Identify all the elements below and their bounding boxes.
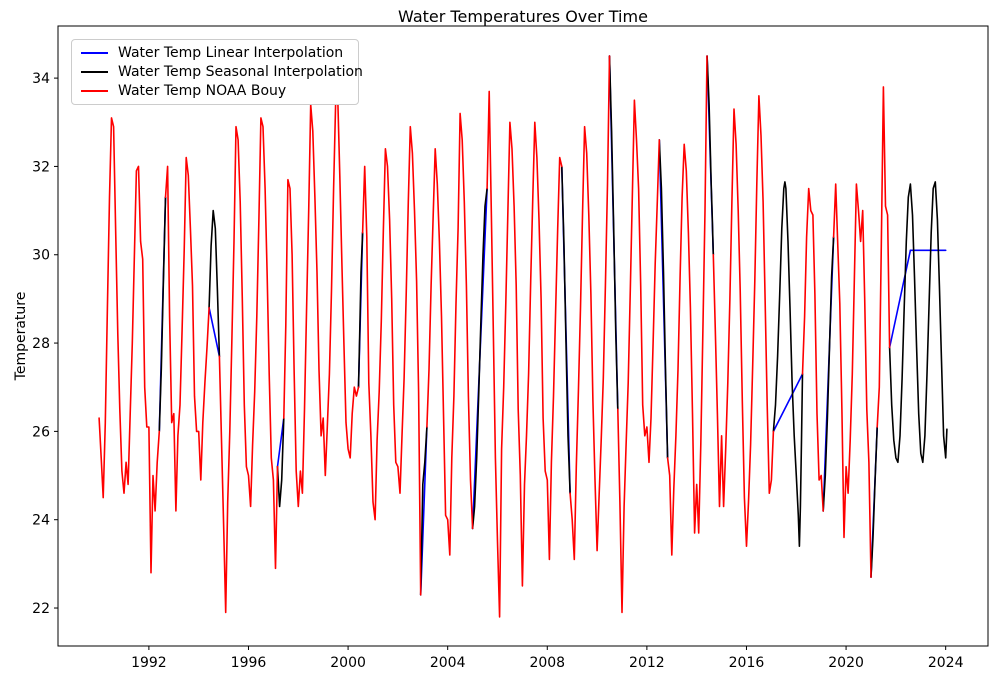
svg-text:32: 32 <box>32 159 50 175</box>
legend-label: Water Temp Linear Interpolation <box>118 45 344 62</box>
svg-text:26: 26 <box>32 424 50 440</box>
legend-label: Water Temp Seasonal Interpolation <box>118 63 363 80</box>
legend-item-seasonal-interpolation: Water Temp Seasonal Interpolation <box>72 64 363 80</box>
legend-line-sample-red <box>81 89 108 92</box>
svg-text:1992: 1992 <box>131 655 167 671</box>
legend: Water Temp Linear Interpolation Water Te… <box>71 39 363 105</box>
svg-text:1996: 1996 <box>231 655 267 671</box>
svg-text:2016: 2016 <box>729 655 765 671</box>
svg-text:22: 22 <box>32 601 50 617</box>
svg-text:28: 28 <box>32 336 50 352</box>
svg-text:2024: 2024 <box>928 655 964 671</box>
svg-text:2000: 2000 <box>330 655 366 671</box>
svg-text:24: 24 <box>32 513 50 529</box>
svg-text:2012: 2012 <box>629 655 665 671</box>
svg-text:30: 30 <box>32 248 50 264</box>
legend-item-noaa-bouy: Water Temp NOAA Bouy <box>72 83 358 99</box>
legend-line-sample-blue <box>81 52 108 55</box>
legend-item-linear-interpolation: Water Temp Linear Interpolation <box>72 45 358 61</box>
legend-label: Water Temp NOAA Bouy <box>118 82 287 99</box>
legend-line-sample-black <box>81 70 108 73</box>
chart-title: Water Temperatures Over Time <box>398 7 648 26</box>
svg-text:2020: 2020 <box>828 655 864 671</box>
svg-text:2008: 2008 <box>529 655 565 671</box>
svg-text:34: 34 <box>32 71 50 87</box>
svg-text:2004: 2004 <box>430 655 466 671</box>
